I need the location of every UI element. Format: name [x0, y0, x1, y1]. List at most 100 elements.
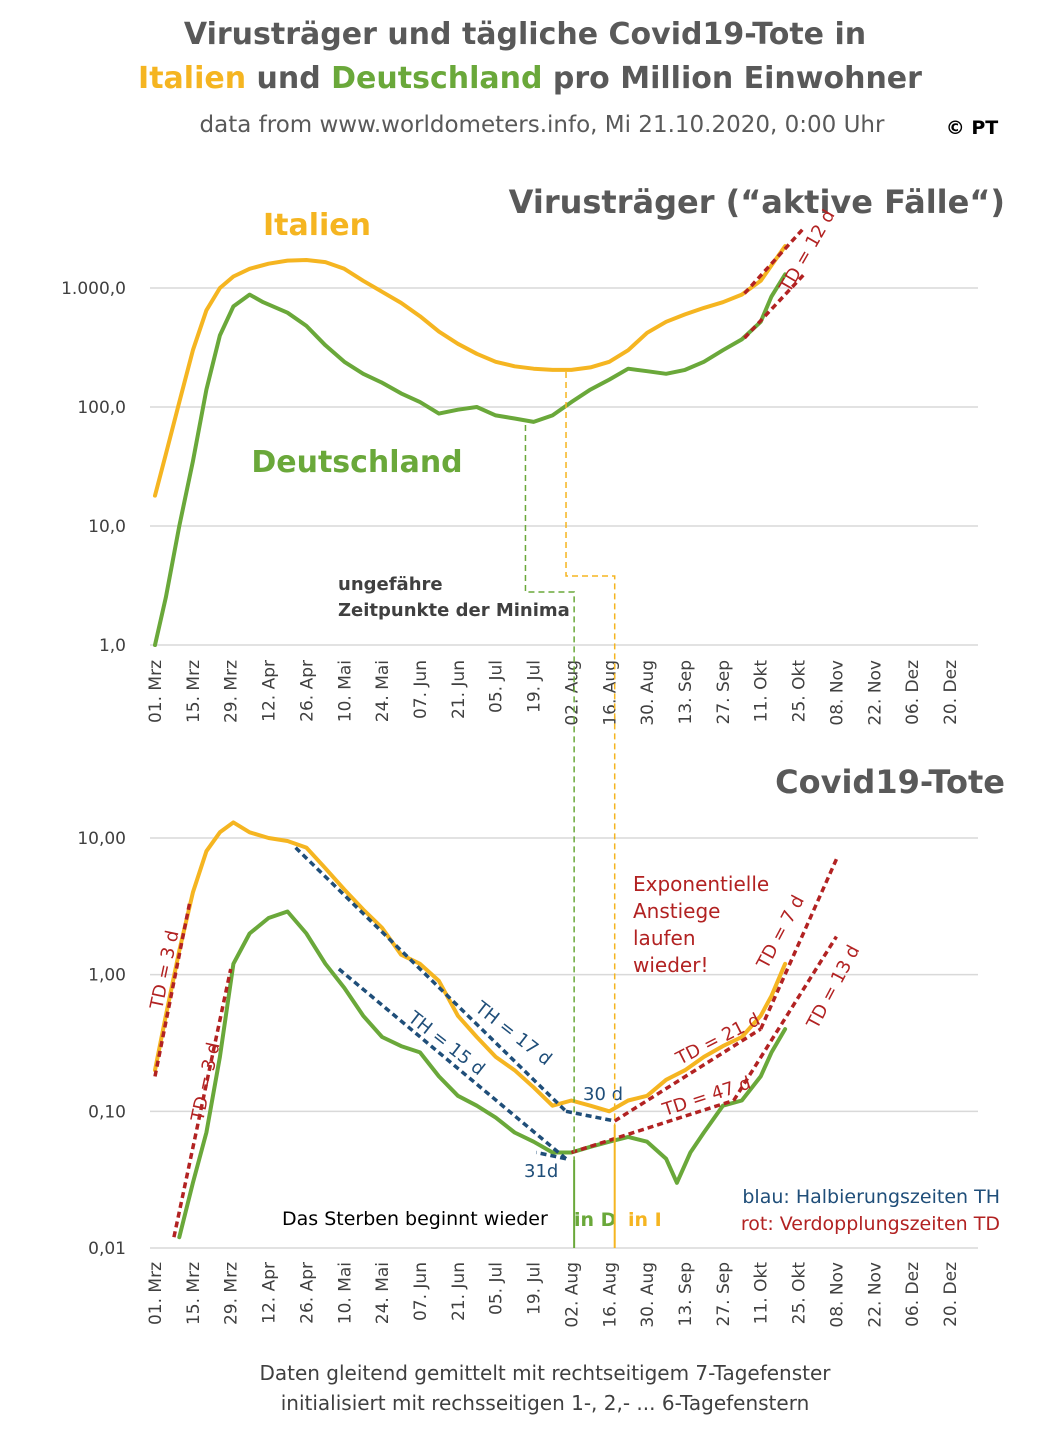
annotations-deaths: Exponentielle Anstiege laufen wieder! TD…: [146, 872, 1000, 1235]
x-tick-label: 11. Okt: [752, 1262, 772, 1325]
x-tick-label: 13. Sep: [676, 1262, 696, 1326]
td-label-7d: TD = 7 d: [752, 892, 809, 973]
exp-label-line-4: wieder!: [633, 953, 708, 977]
y-ticks-active-cases: 1.000,0 100,0 10,0 1,0: [61, 279, 126, 656]
x-tick-label: 16. Aug: [600, 1262, 620, 1328]
x-tick-label: 02. Aug: [562, 1262, 582, 1328]
x-tick-label: 06. Dez: [903, 660, 923, 725]
x-tick-label: 05. Jul: [487, 660, 507, 713]
exp-label-line-3: laufen: [633, 926, 696, 950]
series-label-italy: Italien: [263, 208, 371, 243]
td-label-3d-italy: TD = 3 d: [146, 928, 183, 1012]
panel-title-active-cases: Virusträger (“aktive Fälle“): [509, 183, 1005, 221]
in-germany-label: in D: [574, 1209, 616, 1231]
minima-connector-germany: [524, 425, 575, 1160]
trend-td47: [570, 1098, 735, 1155]
x-tick-label: 16. Aug: [600, 660, 620, 726]
trend-td3-germany: [172, 968, 233, 1238]
title-rest: pro Million Einwohner: [542, 61, 922, 96]
trend-th17-italy: [294, 846, 568, 1113]
x-tick-label: 02. Aug: [562, 660, 582, 726]
subtitle: data from www.worldometers.info, Mi 21.1…: [200, 112, 885, 138]
x-tick-label: 06. Dez: [903, 1262, 923, 1327]
panel-active-cases: Virusträger (“aktive Fälle“) 1.000,0 100,…: [61, 183, 1005, 726]
y-tick-label: 0,10: [88, 1102, 126, 1122]
exp-label-line-1: Exponentielle: [633, 872, 769, 896]
x-tick-label: 30. Aug: [638, 1262, 658, 1328]
trend-td21: [613, 1027, 762, 1123]
x-tick-label: 19. Jul: [525, 1262, 545, 1315]
x-tick-label: 21. Jun: [449, 1262, 469, 1321]
x-tick-label: 11. Okt: [752, 660, 772, 723]
y-tick-label: 10,00: [77, 829, 126, 849]
x-tick-label: 30. Aug: [638, 660, 658, 726]
x-tick-label: 22. Nov: [865, 660, 885, 726]
title-line-1: Virusträger und tägliche Covid19-Tote in: [184, 17, 866, 52]
grid-active-cases: [150, 287, 978, 646]
trend-td7: [759, 858, 839, 1030]
series-line-italy: [153, 820, 788, 1114]
x-tick-label: 26. Apr: [297, 1262, 317, 1324]
trend-31d: [535, 1150, 567, 1161]
x-tick-label: 29. Mrz: [222, 660, 242, 723]
x-tick-label: 24. Mai: [373, 660, 393, 722]
x-tick-label: 27. Sep: [714, 660, 734, 724]
exp-label-line-2: Anstiege: [633, 899, 720, 923]
x-tick-label: 21. Jun: [449, 660, 469, 719]
x-tick-label: 20. Dez: [941, 660, 961, 725]
x-tick-label: 19. Jul: [525, 660, 545, 713]
footer-line-2: initialisiert mit rechsseitigen 1-, 2,- …: [281, 1391, 810, 1415]
minima-label-line-2: Zeitpunkte der Minima: [338, 600, 570, 621]
td-label-13d: TD = 13 d: [802, 942, 864, 1033]
period-label-31d: 31d: [524, 1161, 558, 1182]
x-ticks-active-cases: 01. Mrz 15. Mrz 29. Mrz 12. Apr 26. Apr 10. M…: [146, 660, 961, 726]
x-tick-label: 07. Jun: [411, 1262, 431, 1321]
dying-again-label: Das Sterben beginnt wieder: [282, 1208, 548, 1230]
x-tick-label: 07. Jun: [411, 660, 431, 719]
trend-td12-italy: [743, 226, 806, 295]
title-line-2: Italien und Deutschland pro Million Einw…: [138, 61, 922, 96]
x-tick-label: 26. Apr: [297, 660, 317, 722]
series-label-germany: Deutschland: [251, 445, 462, 480]
x-ticks-deaths: 01. Mrz 15. Mrz 29. Mrz 12. Apr 26. Apr 10. M…: [146, 1262, 961, 1328]
x-tick-label: 15. Mrz: [184, 660, 204, 723]
title-italy: Italien: [138, 61, 246, 96]
x-tick-label: 01. Mrz: [146, 1262, 166, 1325]
x-tick-label: 27. Sep: [714, 1262, 734, 1326]
minima-connector-lines: [524, 372, 616, 1248]
footer-line-1: Daten gleitend gemittelt mit rechtseitig…: [259, 1361, 831, 1385]
panel-title-deaths: Covid19-Tote: [775, 763, 1005, 801]
x-tick-label: 20. Dez: [941, 1262, 961, 1327]
title-germany: Deutschland: [331, 61, 542, 96]
series-line-italy: [153, 244, 788, 498]
x-tick-label: 08. Nov: [827, 660, 847, 726]
x-tick-label: 29. Mrz: [222, 1262, 242, 1325]
y-tick-label: 100,0: [77, 398, 126, 418]
x-tick-label: 10. Mai: [335, 660, 355, 722]
series-line-germany: [177, 909, 788, 1240]
td-label-21d: TD = 21 d: [672, 1009, 764, 1070]
minima-label-line-1: ungefähre: [338, 574, 443, 595]
y-tick-label: 1,00: [88, 966, 126, 986]
y-tick-label: 1.000,0: [61, 279, 126, 299]
x-tick-label: 12. Apr: [260, 660, 280, 722]
grid-deaths: [150, 837, 978, 1249]
series-line-germany: [153, 272, 788, 647]
period-label-30d: 30 d: [583, 1084, 623, 1105]
in-italy-label: in I: [628, 1209, 662, 1231]
y-tick-label: 1,0: [99, 636, 126, 656]
y-ticks-deaths: 10,00 1,00 0,10 0,01: [77, 829, 126, 1259]
x-tick-label: 15. Mrz: [184, 1262, 204, 1325]
x-tick-label: 25. Okt: [790, 660, 810, 723]
copyright: © PT: [946, 117, 999, 139]
legend-red-doubling: rot: Verdopplungszeiten TD: [741, 1213, 1000, 1235]
x-tick-label: 01. Mrz: [146, 660, 166, 723]
x-tick-label: 13. Sep: [676, 660, 696, 724]
y-tick-label: 10,0: [88, 517, 126, 537]
trend-30d: [565, 1109, 616, 1123]
trend-td12-germany: [743, 273, 806, 340]
title-and: und: [246, 61, 331, 96]
legend-blue-halving: blau: Halbierungszeiten TH: [742, 1186, 1000, 1208]
trend-th15-germany: [337, 967, 568, 1161]
